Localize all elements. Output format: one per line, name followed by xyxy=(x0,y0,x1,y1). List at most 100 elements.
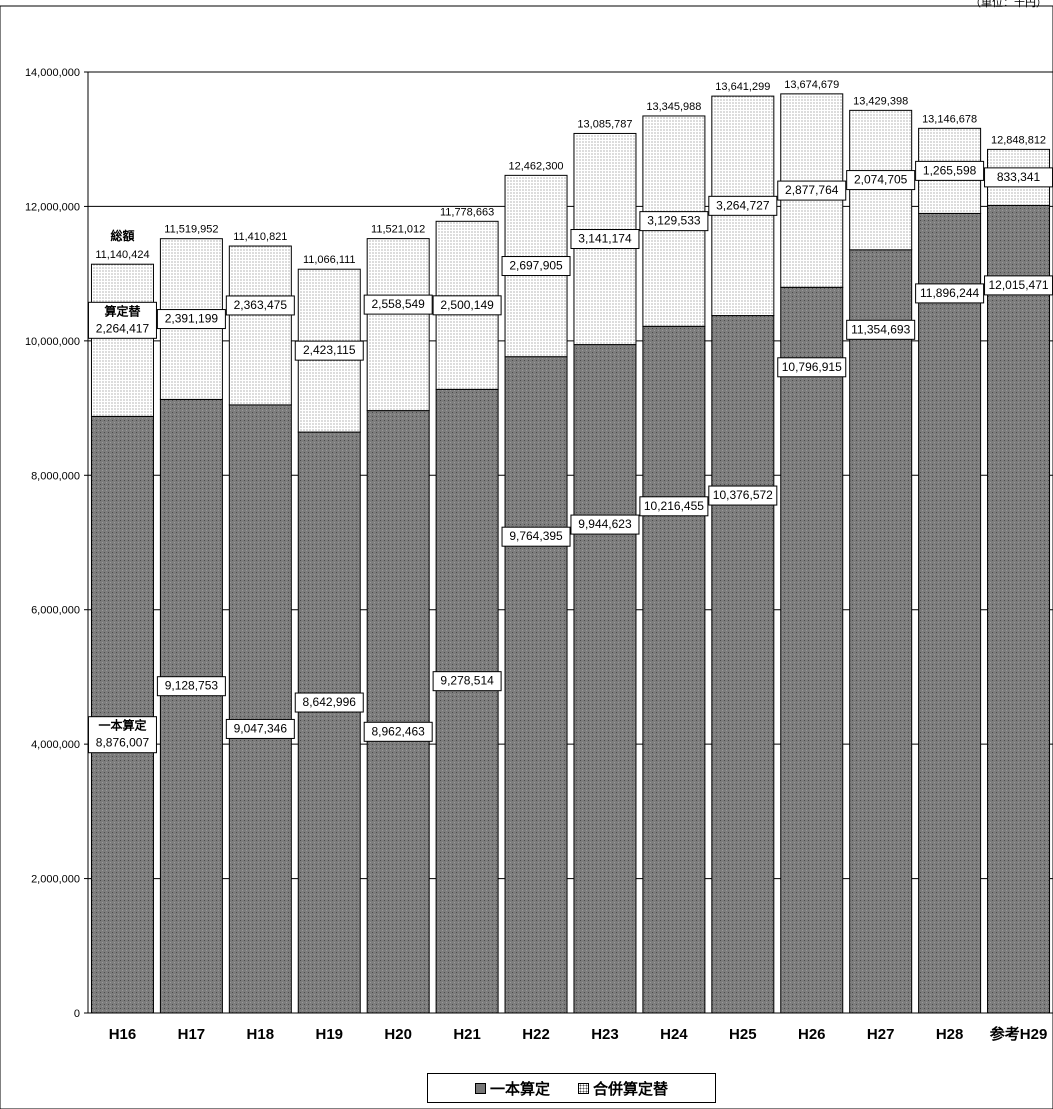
x-tick-label: H16 xyxy=(109,1026,137,1043)
upper-label-H19: 2,423,115 xyxy=(294,340,364,361)
upper-label-H26-box xyxy=(777,180,847,201)
upper-label-H27-box xyxy=(846,170,916,191)
bar-lower-H25 xyxy=(711,315,775,1014)
upper-label-H27-text: 2,074,705 xyxy=(854,173,908,187)
lower-label-H23-text: 9,944,623 xyxy=(578,517,632,531)
upper-label-参考H29-text: 833,341 xyxy=(997,170,1041,184)
x-tick-label: H26 xyxy=(798,1026,826,1043)
upper-label-H28-box xyxy=(915,160,985,181)
bar-lower-参考H29 xyxy=(987,204,1051,1014)
upper-label-H28: 1,265,598 xyxy=(915,160,985,181)
legend: 一本算定 合併算定替 xyxy=(427,1073,716,1103)
total-label: 11,140,424 xyxy=(95,249,149,261)
lower-label-参考H29: 12,015,471 xyxy=(984,275,1053,296)
upper-label-H21-text: 2,500,149 xyxy=(440,298,494,312)
lower-label-H18-box xyxy=(225,718,295,739)
lower-label-H25: 10,376,572 xyxy=(708,485,778,506)
plot-area xyxy=(87,71,1053,1014)
bar-lower-H24 xyxy=(642,325,706,1014)
upper-label-H16-text: 2,264,417 xyxy=(96,321,150,335)
x-tick-label: H21 xyxy=(453,1026,481,1043)
upper-label-H25-box xyxy=(708,195,778,216)
lower-label-H22: 9,764,395 xyxy=(501,526,571,547)
lower-label-H22-box xyxy=(501,526,571,547)
bar-lower-H27 xyxy=(849,249,913,1014)
lower-label-H17-text: 9,128,753 xyxy=(165,679,219,693)
x-tick-label: H22 xyxy=(522,1026,550,1043)
lower-label-H21-text: 9,278,514 xyxy=(440,674,494,688)
upper-label-H26-text: 2,877,764 xyxy=(785,183,839,197)
upper-label-H16-text: 算定替 xyxy=(104,303,141,318)
bar-lower-H17 xyxy=(159,398,223,1014)
y-tick-label: 14,000,000 xyxy=(25,67,80,79)
lower-label-H25-text: 10,376,572 xyxy=(713,488,773,502)
lower-label-H16-box xyxy=(87,716,157,754)
total-label: 11,519,952 xyxy=(164,224,218,236)
lower-label-H24-text: 10,216,455 xyxy=(644,499,704,513)
bar-upper-H16 xyxy=(90,263,154,417)
upper-label-H17-box xyxy=(156,309,226,330)
upper-label-H22: 2,697,905 xyxy=(501,256,571,277)
upper-label-H24-text: 3,129,533 xyxy=(647,214,701,228)
upper-label-H19-text: 2,423,115 xyxy=(303,343,356,357)
upper-label-H16: 算定替 2,264,417 xyxy=(87,301,157,339)
x-tick-label: H17 xyxy=(178,1026,206,1043)
lower-label-H23: 9,944,623 xyxy=(570,514,640,535)
upper-label-H21: 2,500,149 xyxy=(432,295,502,316)
total-label: 13,429,398 xyxy=(853,95,908,107)
lower-label-H23-box xyxy=(570,514,640,535)
upper-label-H25: 3,264,727 xyxy=(708,195,778,216)
total-label: 11,521,012 xyxy=(371,224,425,236)
total-label: 13,085,787 xyxy=(577,118,632,130)
upper-label-H18: 2,363,475 xyxy=(225,295,295,316)
bar-lower-H22 xyxy=(504,356,568,1014)
bar-lower-H26 xyxy=(780,286,844,1014)
bar-lower-H21 xyxy=(435,388,499,1014)
lower-label-H19-box xyxy=(294,692,364,713)
upper-label-H18-text: 2,363,475 xyxy=(234,298,288,312)
legend-item-upper: 合併算定替 xyxy=(578,1078,668,1099)
y-tick-label: 10,000,000 xyxy=(25,336,80,348)
legend-label-lower: 一本算定 xyxy=(489,1079,550,1098)
lower-label-H17-box xyxy=(156,676,226,697)
x-tick-label: H18 xyxy=(247,1026,275,1043)
y-tick-label: 12,000,000 xyxy=(25,201,80,213)
lower-label-H17: 9,128,753 xyxy=(156,676,226,697)
x-tick-label: H27 xyxy=(867,1026,895,1043)
x-tick-label: H25 xyxy=(729,1026,757,1043)
lower-label-H24: 10,216,455 xyxy=(639,496,709,517)
upper-label-H17-text: 2,391,199 xyxy=(165,312,219,326)
lower-label-H24-box xyxy=(639,496,709,517)
legend-swatch-upper xyxy=(578,1082,589,1094)
y-tick-label: 2,000,000 xyxy=(31,874,80,886)
lower-label-H28: 11,896,244 xyxy=(915,283,985,304)
upper-label-H23-text: 3,141,174 xyxy=(578,232,632,246)
lower-label-H18-text: 9,047,346 xyxy=(234,721,288,735)
upper-label-H26: 2,877,764 xyxy=(777,180,847,201)
lower-label-H22-text: 9,764,395 xyxy=(509,529,563,543)
x-tick-label: H20 xyxy=(384,1026,412,1043)
lower-label-H28-box xyxy=(915,283,985,304)
bar-lower-H23 xyxy=(573,344,637,1014)
lower-label-H27-text: 11,354,693 xyxy=(851,322,910,336)
x-tick-label: H19 xyxy=(315,1026,343,1043)
upper-label-H19-box xyxy=(294,340,364,361)
lower-label-H20-text: 8,962,463 xyxy=(371,724,425,738)
legend-item-lower: 一本算定 xyxy=(474,1078,550,1099)
legend-label-upper: 合併算定替 xyxy=(593,1079,669,1098)
upper-label-H22-text: 2,697,905 xyxy=(509,259,563,273)
bar-upper-H20 xyxy=(366,238,430,412)
lower-label-H20-box xyxy=(363,721,433,742)
upper-label-H25-text: 3,264,727 xyxy=(716,198,770,212)
unit-note: （単位：千円） xyxy=(970,0,1047,9)
total-label: 12,848,812 xyxy=(991,134,1046,146)
bar-lower-H16 xyxy=(90,415,154,1014)
upper-label-H23-box xyxy=(570,229,640,250)
y-tick-label: 0 xyxy=(74,1008,80,1020)
lower-label-H21: 9,278,514 xyxy=(432,671,502,692)
upper-label-H18-box xyxy=(225,295,295,316)
total-annotation: 総額 xyxy=(110,228,134,243)
outer-frame xyxy=(0,5,1053,1109)
total-label: 11,778,663 xyxy=(440,206,494,218)
